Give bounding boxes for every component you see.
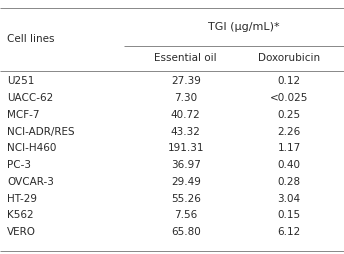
Text: UACC-62: UACC-62 bbox=[7, 93, 53, 103]
Text: MCF-7: MCF-7 bbox=[7, 110, 39, 120]
Text: 0.12: 0.12 bbox=[277, 76, 301, 86]
Text: 2.26: 2.26 bbox=[277, 126, 301, 137]
Text: <0.025: <0.025 bbox=[270, 93, 308, 103]
Text: 6.12: 6.12 bbox=[277, 227, 301, 237]
Text: Essential oil: Essential oil bbox=[154, 53, 217, 64]
Text: 0.28: 0.28 bbox=[277, 177, 301, 187]
Text: 1.17: 1.17 bbox=[277, 143, 301, 153]
Text: 29.49: 29.49 bbox=[171, 177, 201, 187]
Text: Cell lines: Cell lines bbox=[7, 34, 54, 44]
Text: 27.39: 27.39 bbox=[171, 76, 201, 86]
Text: TGI (μg/mL)*: TGI (μg/mL)* bbox=[208, 22, 280, 32]
Text: 36.97: 36.97 bbox=[171, 160, 201, 170]
Text: 3.04: 3.04 bbox=[277, 194, 301, 204]
Text: PC-3: PC-3 bbox=[7, 160, 31, 170]
Text: K562: K562 bbox=[7, 210, 33, 220]
Text: 40.72: 40.72 bbox=[171, 110, 201, 120]
Text: 55.26: 55.26 bbox=[171, 194, 201, 204]
Text: 191.31: 191.31 bbox=[168, 143, 204, 153]
Text: VERO: VERO bbox=[7, 227, 36, 237]
Text: 43.32: 43.32 bbox=[171, 126, 201, 137]
Text: HT-29: HT-29 bbox=[7, 194, 37, 204]
Text: 0.25: 0.25 bbox=[277, 110, 301, 120]
Text: NCI-H460: NCI-H460 bbox=[7, 143, 56, 153]
Text: 0.40: 0.40 bbox=[278, 160, 300, 170]
Text: OVCAR-3: OVCAR-3 bbox=[7, 177, 54, 187]
Text: Doxorubicin: Doxorubicin bbox=[258, 53, 320, 64]
Text: U251: U251 bbox=[7, 76, 34, 86]
Text: 7.56: 7.56 bbox=[174, 210, 197, 220]
Text: 65.80: 65.80 bbox=[171, 227, 201, 237]
Text: 7.30: 7.30 bbox=[174, 93, 197, 103]
Text: 0.15: 0.15 bbox=[277, 210, 301, 220]
Text: NCI-ADR/RES: NCI-ADR/RES bbox=[7, 126, 75, 137]
